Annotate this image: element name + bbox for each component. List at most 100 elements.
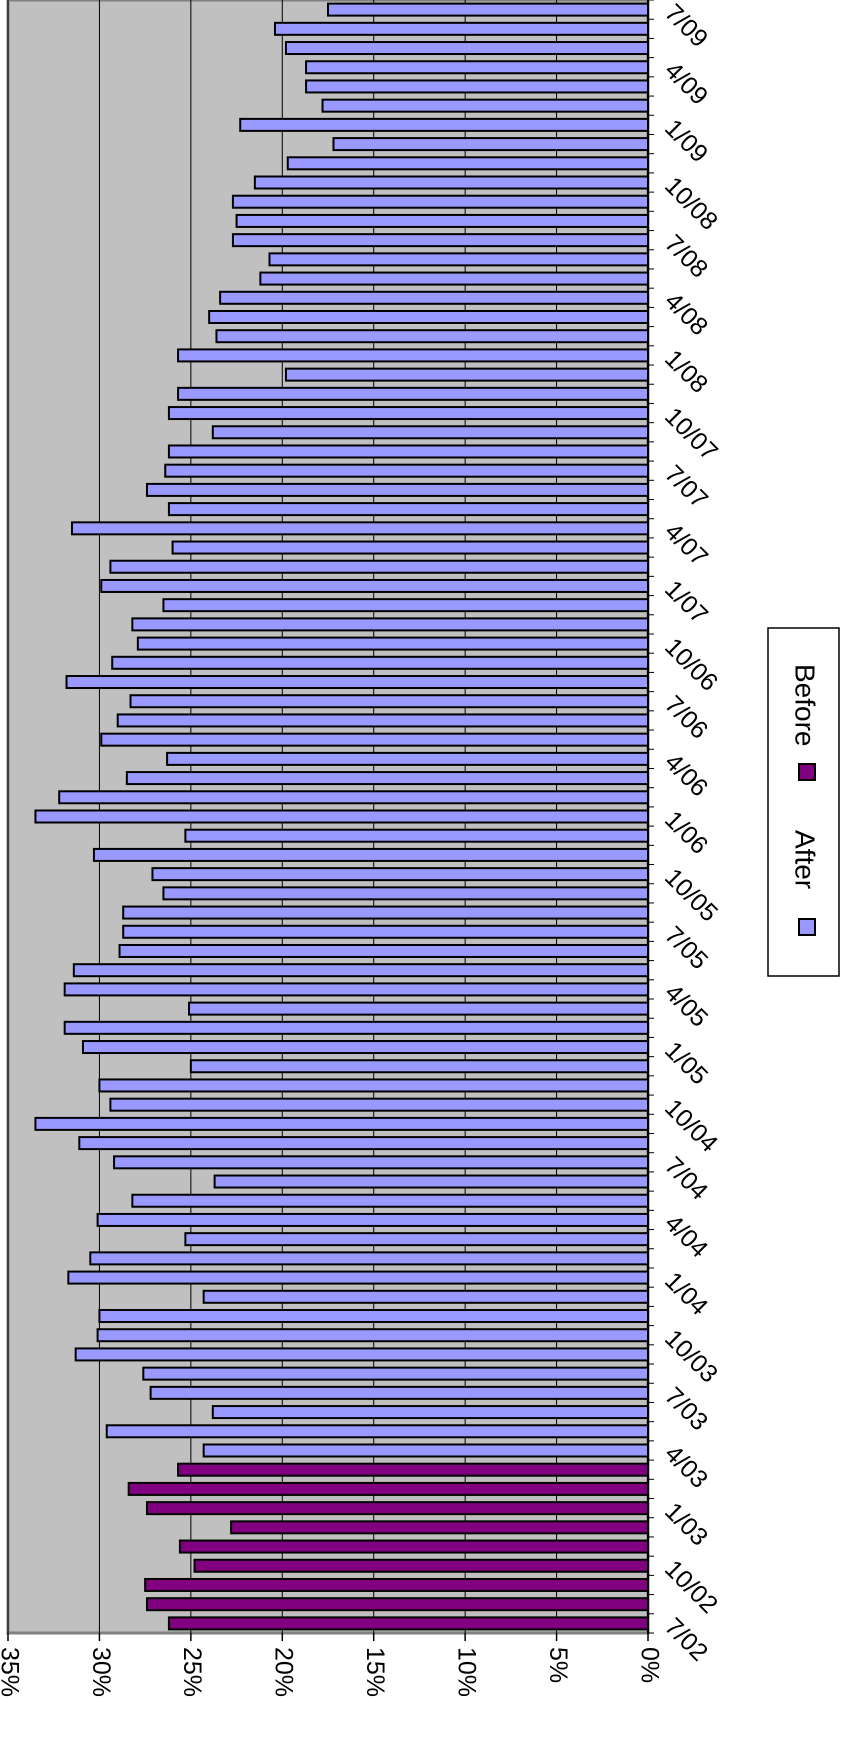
- bar-after: [286, 156, 649, 171]
- category-tick-label: 1/05: [659, 1036, 713, 1090]
- bar-after: [188, 1001, 649, 1016]
- bar-after: [184, 828, 649, 843]
- bar-after: [327, 2, 649, 17]
- bar-after: [131, 617, 650, 632]
- category-tick-label: 7/09: [659, 0, 713, 53]
- category-tick-label: 4/09: [659, 56, 713, 110]
- bar-after: [122, 905, 649, 920]
- category-tick-label: 10/08: [659, 172, 723, 236]
- bar-after: [65, 675, 649, 690]
- bar-after: [145, 482, 649, 497]
- bar-after: [98, 1309, 649, 1324]
- bar-after: [129, 694, 649, 709]
- bar-after: [116, 713, 649, 728]
- bar-after: [211, 425, 650, 440]
- bar-after: [142, 1366, 649, 1381]
- bar-after: [149, 1385, 649, 1400]
- bar-after: [284, 41, 649, 56]
- category-tick-label: 7/07: [659, 460, 713, 514]
- bar-after: [72, 963, 650, 978]
- bar-before: [178, 1539, 649, 1554]
- bar-before: [144, 1577, 649, 1592]
- category-tick-label: 4/04: [659, 1209, 713, 1263]
- bar-after: [184, 1232, 649, 1247]
- bar-after: [166, 751, 649, 766]
- category-tick-label: 10/04: [659, 1094, 723, 1158]
- bar-after: [111, 655, 649, 670]
- category-tick-label: 10/03: [659, 1324, 723, 1388]
- legend-label-before: Before: [790, 664, 821, 747]
- category-tick-label: 1/03: [659, 1497, 713, 1551]
- bar-after: [34, 1116, 649, 1131]
- bar-after: [268, 252, 649, 267]
- category-tick-label: 10/06: [659, 633, 723, 697]
- bar-after: [81, 1040, 649, 1055]
- bar-before: [127, 1481, 649, 1496]
- bar-after: [131, 1193, 650, 1208]
- bar-after: [208, 309, 649, 324]
- category-tick-label: 4/07: [659, 517, 713, 571]
- bar-after: [74, 1347, 649, 1362]
- bar-after: [215, 329, 649, 344]
- category-tick-label: 4/03: [659, 1440, 713, 1494]
- bar-after: [167, 444, 650, 459]
- category-tick-label: 7/03: [659, 1382, 713, 1436]
- bar-after: [253, 175, 649, 190]
- bar-after: [67, 1270, 650, 1285]
- bar-after: [305, 79, 649, 94]
- bar-after: [213, 1174, 649, 1189]
- category-axis-ticks: 7/0210/021/034/037/0310/031/044/047/0410…: [648, 0, 723, 1667]
- bar-before: [230, 1520, 649, 1535]
- bar-after: [189, 1059, 649, 1074]
- bar-before: [177, 1462, 650, 1477]
- category-tick-label: 1/04: [659, 1267, 713, 1321]
- category-tick-label: 4/06: [659, 748, 713, 802]
- bar-after: [273, 21, 649, 36]
- bar-after: [332, 137, 649, 152]
- bar-after: [71, 521, 649, 536]
- bar-after: [100, 732, 649, 747]
- bar-after: [202, 1289, 650, 1304]
- bar-after: [100, 578, 649, 593]
- category-tick-label: 1/09: [659, 114, 713, 168]
- category-tick-label: 7/06: [659, 690, 713, 744]
- category-tick-label: 4/08: [659, 287, 713, 341]
- bar-after: [96, 1328, 650, 1343]
- bar-after: [109, 559, 649, 574]
- value-tick-label: 25%: [178, 1647, 206, 1697]
- value-tick-label: 15%: [361, 1647, 389, 1697]
- bar-after: [321, 98, 649, 113]
- bar-after: [122, 924, 649, 939]
- bar-after: [219, 290, 649, 305]
- bar-after: [34, 809, 649, 824]
- value-tick-label: 5%: [544, 1647, 572, 1683]
- value-axis-ticks: 0% 5% 10% 15% 20% 25% 30% 35%: [0, 1633, 663, 1697]
- bar-after: [58, 790, 649, 805]
- bar-after: [235, 213, 649, 228]
- bar-before: [167, 1616, 650, 1631]
- category-tick-label: 1/06: [659, 806, 713, 860]
- value-tick-label: 0%: [635, 1647, 663, 1683]
- bar-after: [136, 636, 649, 651]
- bar-after: [162, 598, 650, 613]
- bar-after: [151, 867, 649, 882]
- bar-after: [125, 771, 650, 786]
- category-tick-label: 7/08: [659, 229, 713, 283]
- bar-before: [145, 1501, 649, 1516]
- value-tick-label: 20%: [270, 1647, 298, 1697]
- bar-after: [231, 233, 650, 248]
- bar-after: [63, 1020, 649, 1035]
- value-tick-label: 35%: [0, 1647, 23, 1697]
- bar-after: [202, 1443, 650, 1458]
- bar-after: [239, 117, 649, 132]
- bar-after: [171, 540, 649, 555]
- bar-after: [96, 1212, 650, 1227]
- bar-after: [113, 1155, 650, 1170]
- category-tick-label: 4/05: [659, 979, 713, 1033]
- bar-after: [98, 1078, 649, 1093]
- bar-after: [118, 943, 650, 958]
- category-tick-label: 7/02: [659, 1613, 713, 1667]
- bar-after: [89, 1251, 650, 1266]
- category-tick-label: 10/05: [659, 863, 723, 927]
